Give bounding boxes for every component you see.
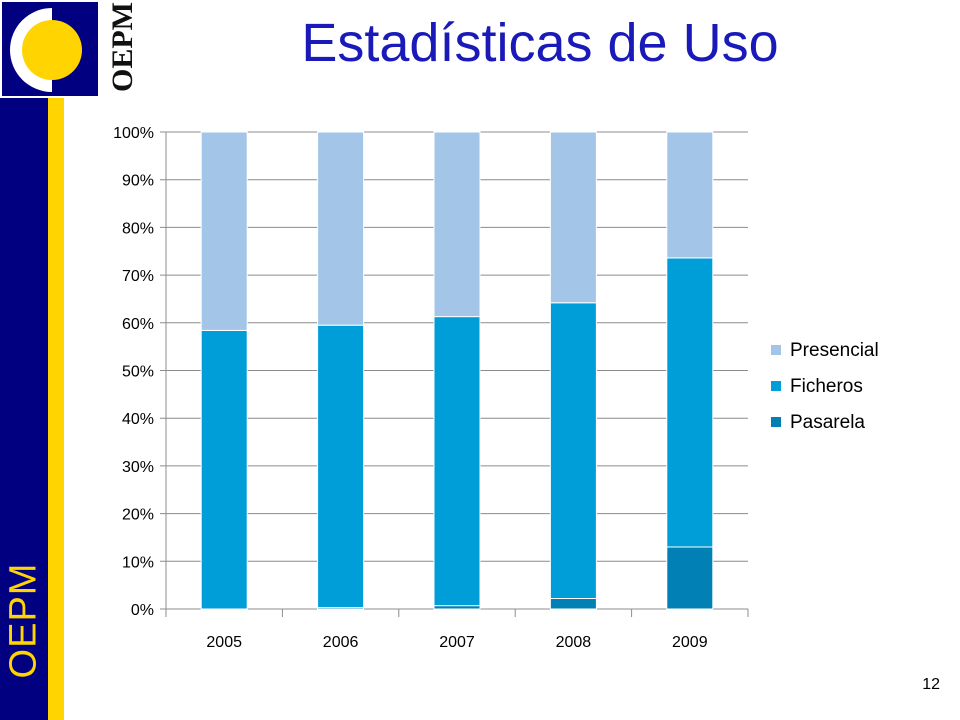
y-tick-label: 80% bbox=[122, 220, 154, 237]
slide-title: Estadísticas de Uso bbox=[301, 13, 779, 73]
x-tick-label: 2005 bbox=[206, 634, 242, 651]
bar-segment-ficheros bbox=[200, 329, 248, 610]
x-tick-label: 2008 bbox=[556, 634, 592, 651]
legend-swatch bbox=[771, 417, 781, 427]
x-tick-label: 2007 bbox=[439, 634, 475, 651]
brand-side-stripe bbox=[48, 98, 64, 720]
brand-side-bar bbox=[0, 98, 48, 720]
stacked-bar-chart: 0% 10% 20% 30% 40% 50% 60% 70% 80% 90% 100% 2005 200… bbox=[113, 125, 879, 651]
legend-swatch bbox=[771, 381, 781, 391]
y-tick-label: 100% bbox=[113, 125, 154, 142]
bar-segment-presencial bbox=[433, 131, 481, 318]
logo-text: OEPM bbox=[106, 2, 139, 92]
y-tick-label: 90% bbox=[122, 173, 154, 190]
bar-segment-ficheros bbox=[549, 302, 597, 600]
oepm-logo: OEPM bbox=[2, 2, 139, 96]
legend-label: Ficheros bbox=[790, 376, 863, 397]
bar-segment-presencial bbox=[666, 131, 714, 259]
legend-swatch bbox=[771, 345, 781, 355]
side-brand-text: OEPM bbox=[2, 562, 45, 678]
bar-segment-presencial bbox=[200, 131, 248, 331]
bar-segment-ficheros bbox=[433, 316, 481, 607]
bar-segment-presencial bbox=[317, 131, 365, 326]
y-tick-label: 70% bbox=[122, 268, 154, 285]
legend-label: Pasarela bbox=[790, 412, 865, 433]
bar-segment-ficheros bbox=[666, 257, 714, 548]
y-tick-label: 0% bbox=[131, 602, 154, 619]
y-tick-label: 30% bbox=[122, 459, 154, 476]
y-tick-label: 50% bbox=[122, 364, 154, 381]
bar-segment-pasarela bbox=[549, 598, 597, 610]
legend-label: Presencial bbox=[790, 340, 879, 361]
page-number: 12 bbox=[922, 676, 940, 693]
bar-segment-pasarela bbox=[666, 546, 714, 610]
bar-segment-pasarela bbox=[433, 605, 481, 610]
bar-segment-presencial bbox=[549, 131, 597, 304]
y-tick-label: 10% bbox=[122, 554, 154, 571]
x-tick-label: 2006 bbox=[323, 634, 359, 651]
y-tick-label: 60% bbox=[122, 316, 154, 333]
x-tick-label: 2009 bbox=[672, 634, 708, 651]
y-tick-label: 40% bbox=[122, 411, 154, 428]
bar-segment-ficheros bbox=[317, 324, 365, 609]
y-tick-label: 20% bbox=[122, 507, 154, 524]
